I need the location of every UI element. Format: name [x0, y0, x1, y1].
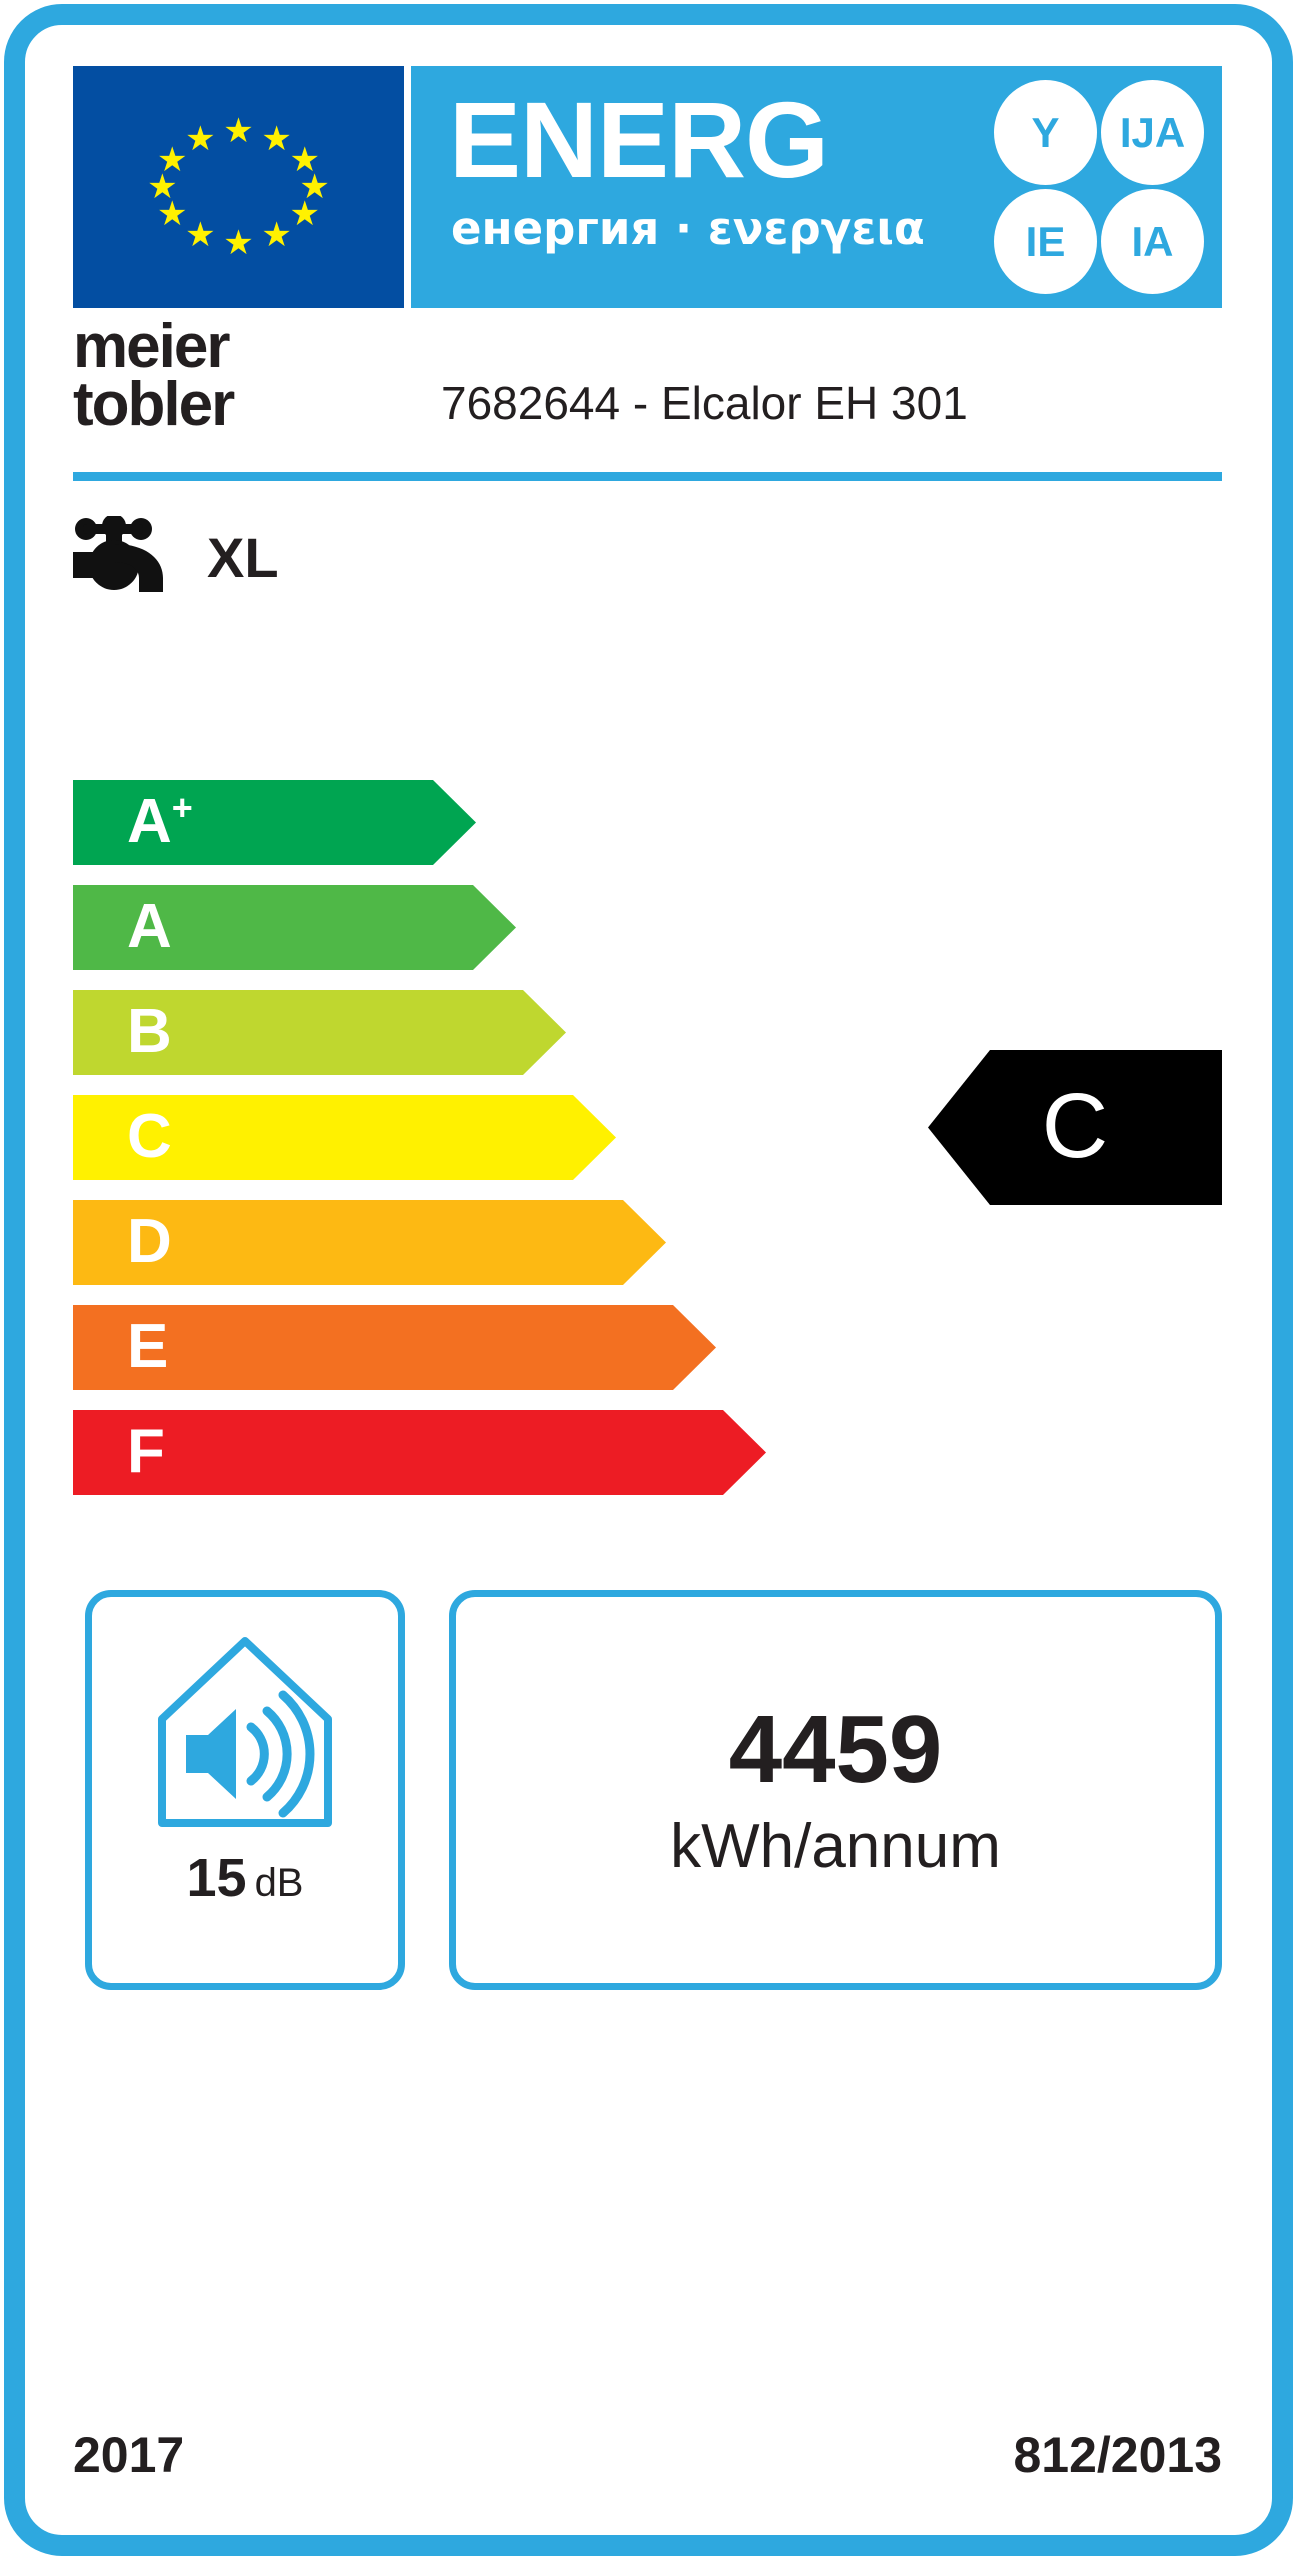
noise-reading: 15 dB [186, 1851, 303, 1910]
eu-star: ★ [185, 119, 216, 158]
language-circle-ia: IA [1101, 189, 1204, 294]
energ-banner: ENERG енергия · ενεργεια Y IJA IE IA [411, 66, 1222, 308]
energ-subtitle: енергия · ενεργεια [451, 202, 925, 255]
eu-star: ★ [289, 141, 320, 180]
scale-bar-f: F [73, 1410, 833, 1495]
efficiency-scale: A+ A B C D [73, 780, 833, 1515]
noise-unit: dB [254, 1861, 304, 1905]
header-divider [73, 472, 1222, 481]
sound-house-icon [150, 1627, 340, 1839]
tap-icon [73, 514, 185, 600]
scale-bar-d: D [73, 1200, 833, 1285]
eu-star: ★ [223, 112, 254, 151]
eu-star: ★ [157, 194, 188, 233]
info-boxes: 15 dB 4459 kWh/annum [85, 1590, 1222, 1990]
scale-label-a: A [127, 891, 172, 961]
energy-consumption-box: 4459 kWh/annum [449, 1590, 1222, 1990]
rated-class-letter: C [1041, 1074, 1109, 1177]
supplier-logo: meier tobler [73, 312, 235, 439]
language-circle-ija: IJA [1101, 80, 1204, 185]
load-profile-row: XL [73, 508, 279, 608]
energy-consumption-value: 4459 [728, 1696, 943, 1803]
scale-label-a-plus: A+ [127, 786, 193, 856]
supplier-name-line1: meier [73, 312, 230, 381]
scale-bar-a-plus: A+ [73, 780, 833, 865]
scale-bar-a: A [73, 885, 833, 970]
scale-bar-b: B [73, 990, 833, 1075]
label-footer: 2017 812/2013 [73, 2430, 1222, 2480]
language-circles: Y IJA IE IA [994, 80, 1204, 294]
regulation-number: 812/2013 [1013, 2427, 1222, 2483]
eu-star: ★ [147, 168, 178, 206]
scale-label-f: F [127, 1416, 165, 1486]
scale-bar-c: C [73, 1095, 833, 1180]
scale-label-c: C [127, 1101, 172, 1171]
eu-star: ★ [185, 216, 216, 255]
noise-number: 15 [186, 1848, 247, 1908]
energ-header: ★ ★ ★ ★ ★ ★ ★ ★ ★ ★ ★ ★ ENERG енергия · … [73, 66, 1222, 308]
rated-class-arrow: C [928, 1050, 1222, 1205]
model-identifier: 7682644 - Elcalor EH 301 [441, 377, 968, 429]
scale-label-d: D [127, 1206, 172, 1276]
eu-star: ★ [157, 141, 188, 180]
energy-consumption-unit: kWh/annum [670, 1812, 1001, 1881]
noise-box: 15 dB [85, 1590, 405, 1990]
eu-star: ★ [299, 168, 330, 206]
supplier-name-line2: tobler [73, 370, 235, 439]
eu-flag: ★ ★ ★ ★ ★ ★ ★ ★ ★ ★ ★ ★ [73, 66, 404, 308]
scale-bar-e: E [73, 1305, 833, 1390]
eu-star: ★ [261, 119, 292, 158]
label-year: 2017 [73, 2427, 185, 2483]
scale-label-e: E [127, 1311, 169, 1381]
eu-star: ★ [289, 194, 320, 233]
eu-star: ★ [261, 216, 292, 255]
supplier-row: meier tobler 7682644 - Elcalor EH 301 [73, 312, 1222, 466]
eu-star: ★ [223, 223, 254, 262]
scale-label-b: B [127, 996, 172, 1066]
load-profile-label: XL [207, 526, 279, 589]
language-circle-y: Y [994, 80, 1097, 185]
language-circle-ie: IE [994, 189, 1097, 294]
energ-wordmark: ENERG [449, 79, 829, 200]
